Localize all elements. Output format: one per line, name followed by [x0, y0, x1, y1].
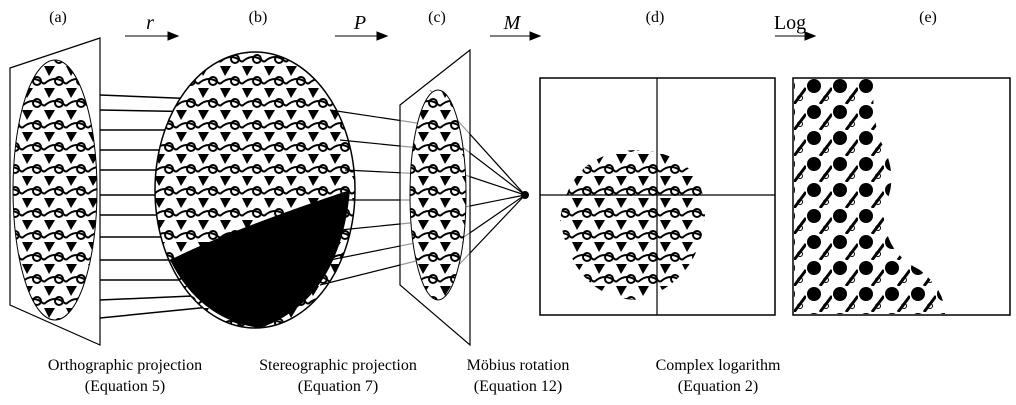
panel-label: (a): [49, 9, 67, 26]
caption: (Equation 5): [85, 378, 165, 395]
caption: (Equation 12): [474, 378, 562, 395]
caption: Orthographic projection: [48, 357, 202, 374]
arrow-label: P: [353, 12, 366, 34]
caption: Möbius rotation: [467, 357, 570, 374]
image-disk: [409, 89, 467, 301]
sphere-shadow: [170, 190, 350, 328]
arrow-label: Log: [774, 12, 806, 34]
panel-label: (e): [919, 9, 937, 26]
caption: (Equation 2): [678, 378, 758, 395]
panel-label: (c): [428, 9, 446, 26]
caption: Complex logarithm: [656, 357, 781, 374]
projection-point: [521, 191, 529, 199]
image-disk: [12, 59, 98, 321]
arrow-label: r: [146, 12, 154, 34]
log-image: [794, 79, 945, 314]
panel-label: (d): [646, 9, 665, 26]
caption: Stereographic projection: [259, 357, 417, 374]
arrow-label: M: [503, 12, 522, 34]
mobius-image: [560, 150, 705, 300]
panel-label: (b): [249, 9, 268, 26]
caption: (Equation 7): [298, 378, 378, 395]
arrow: [125, 31, 817, 41]
